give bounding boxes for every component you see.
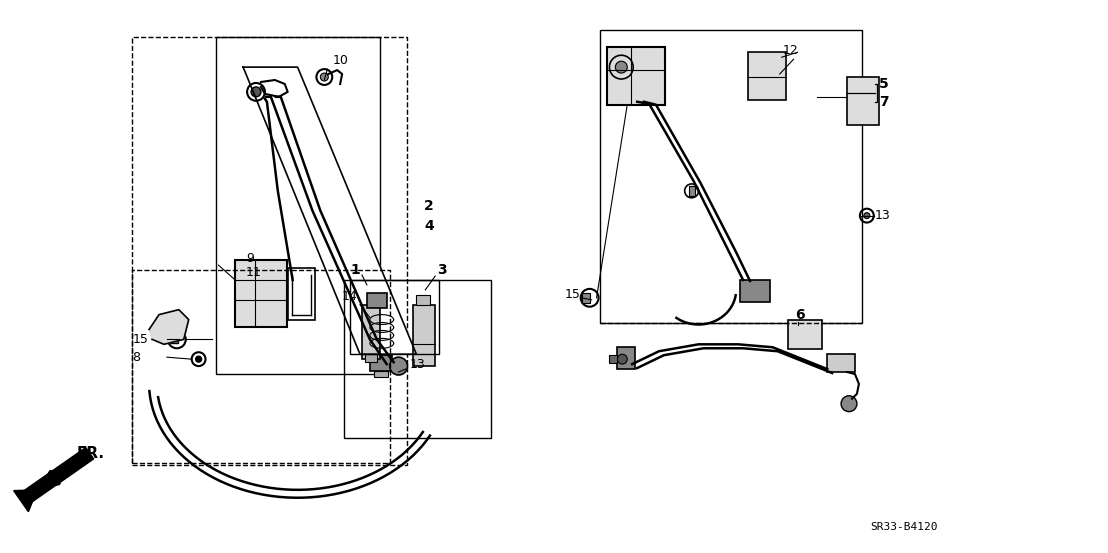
Bar bbox=[288, 268, 316, 320]
Bar bbox=[748, 53, 786, 100]
Bar bbox=[582, 293, 589, 302]
Circle shape bbox=[615, 61, 627, 73]
Bar bbox=[689, 186, 695, 196]
Text: 13: 13 bbox=[874, 209, 891, 222]
Text: 2: 2 bbox=[424, 199, 434, 213]
Text: 1: 1 bbox=[350, 263, 360, 277]
Bar bbox=[132, 38, 408, 465]
Bar bbox=[788, 320, 822, 349]
Polygon shape bbox=[23, 447, 94, 502]
Polygon shape bbox=[150, 310, 188, 345]
Bar bbox=[599, 30, 862, 322]
Text: 6: 6 bbox=[796, 307, 806, 322]
Bar bbox=[365, 354, 377, 362]
Circle shape bbox=[617, 354, 627, 364]
Bar bbox=[350, 280, 439, 354]
Text: 10: 10 bbox=[332, 54, 348, 67]
Text: 13: 13 bbox=[410, 358, 425, 371]
Bar bbox=[367, 293, 387, 307]
Bar bbox=[216, 38, 380, 374]
Text: 5: 5 bbox=[879, 77, 889, 91]
Text: FR.: FR. bbox=[76, 446, 105, 461]
Bar bbox=[373, 371, 388, 377]
Text: 15: 15 bbox=[132, 333, 148, 346]
Text: SR33-B4120: SR33-B4120 bbox=[870, 523, 937, 533]
Text: 4: 4 bbox=[424, 218, 434, 232]
Bar bbox=[417, 295, 430, 305]
Circle shape bbox=[196, 356, 202, 362]
Bar bbox=[413, 305, 435, 366]
Bar bbox=[828, 354, 855, 372]
Text: 8: 8 bbox=[132, 351, 141, 364]
Text: 9: 9 bbox=[246, 252, 254, 265]
Text: 12: 12 bbox=[782, 44, 799, 57]
Text: 3: 3 bbox=[438, 263, 447, 277]
Circle shape bbox=[252, 87, 261, 97]
Circle shape bbox=[841, 396, 856, 411]
Circle shape bbox=[320, 73, 328, 81]
Text: 7: 7 bbox=[879, 95, 889, 109]
Circle shape bbox=[390, 357, 408, 375]
Bar bbox=[607, 48, 665, 105]
Bar bbox=[740, 280, 770, 302]
Polygon shape bbox=[13, 490, 38, 512]
Circle shape bbox=[864, 213, 870, 218]
Bar bbox=[345, 280, 491, 439]
Polygon shape bbox=[243, 67, 417, 354]
Text: 11: 11 bbox=[246, 265, 261, 279]
Bar bbox=[370, 355, 391, 371]
Bar bbox=[362, 305, 380, 359]
Text: 14: 14 bbox=[342, 290, 358, 303]
Bar bbox=[132, 270, 390, 463]
Text: 15: 15 bbox=[565, 288, 581, 301]
Bar bbox=[617, 347, 635, 369]
Bar bbox=[609, 355, 617, 363]
Bar bbox=[847, 77, 879, 124]
Bar bbox=[170, 336, 177, 343]
Bar bbox=[235, 260, 287, 327]
